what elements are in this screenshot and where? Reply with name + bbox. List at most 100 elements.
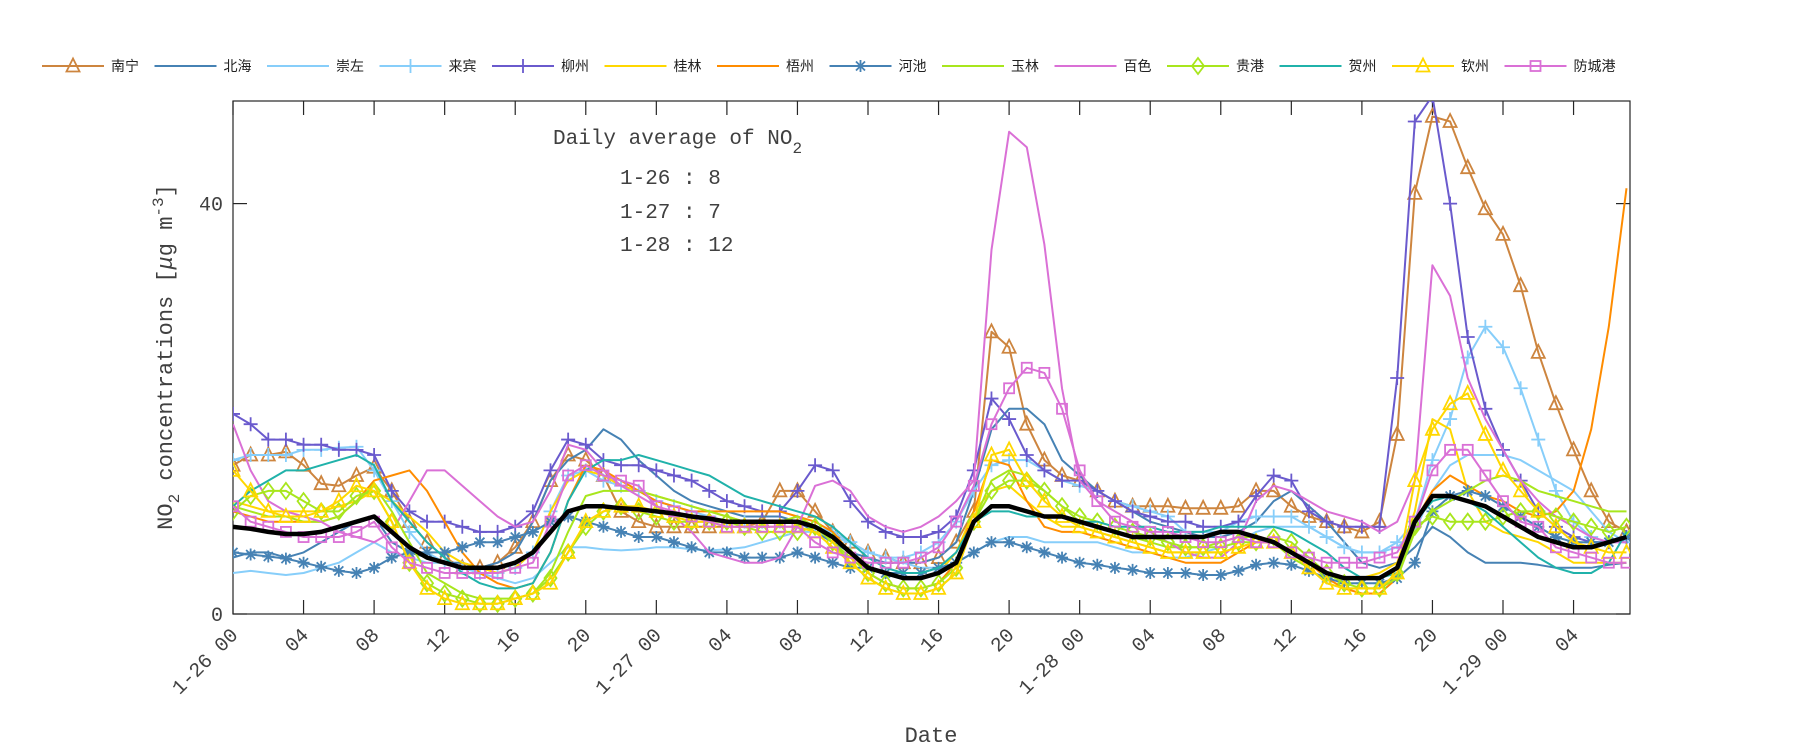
legend-item-贺州: 贺州 [1279, 59, 1377, 75]
star-marker [421, 546, 434, 559]
star-marker [632, 531, 645, 544]
x-tick-label: 12 [846, 625, 879, 658]
star-marker [1302, 564, 1315, 577]
triangle-marker [1442, 394, 1459, 411]
legend-label: 钦州 [1461, 59, 1489, 75]
plus-marker [1460, 329, 1475, 344]
triangle-marker [419, 578, 435, 595]
triangle-marker [1195, 542, 1212, 559]
plus-marker [913, 530, 928, 545]
legend-item-百色: 百色 [1054, 58, 1152, 75]
annotation-line-1-26: 1-26 : 8 [620, 168, 721, 191]
x-tick-label: 20 [987, 625, 1020, 658]
star-marker [1020, 541, 1033, 554]
diamond-marker [896, 578, 911, 598]
triangle-marker [860, 568, 876, 585]
plus-marker [278, 432, 293, 447]
plus-marker [1178, 514, 1193, 529]
legend-item-梧州: 梧州 [717, 59, 814, 75]
plus-marker [261, 432, 276, 447]
triangle-marker [948, 563, 965, 580]
diamond-marker [1072, 507, 1087, 527]
diamond-marker [1231, 532, 1246, 552]
diamond-marker [1125, 522, 1140, 542]
diamond-marker [984, 481, 999, 501]
star-marker [1479, 490, 1492, 503]
x-tick-label: 16 [493, 625, 526, 658]
triangle-marker [1600, 512, 1617, 529]
triangle-marker [1089, 522, 1106, 539]
series-钦州 [233, 383, 1630, 611]
square-marker [385, 541, 398, 554]
diamond-marker [1460, 512, 1475, 532]
star-marker [244, 548, 257, 561]
triangle-marker [1389, 424, 1406, 441]
star-marker [1267, 556, 1280, 569]
x-tick-label: 12 [422, 625, 455, 658]
diamond-marker [490, 594, 505, 614]
legend-item-防城港: 防城港 [1504, 59, 1616, 75]
legend-item-北海: 北海 [154, 59, 252, 75]
triangle-marker [630, 512, 647, 529]
plus-marker [684, 473, 699, 488]
triangle-marker [1071, 517, 1088, 534]
star-marker [1144, 566, 1157, 579]
plus-marker [1337, 540, 1352, 555]
square-marker [1003, 382, 1016, 395]
legend-label: 防城港 [1574, 59, 1616, 75]
square-marker [826, 546, 839, 559]
diamond-marker [419, 573, 435, 593]
legend-label: 桂林 [674, 59, 702, 75]
triangle-marker [1159, 542, 1176, 559]
plus-marker [1125, 504, 1140, 519]
triangle-marker [295, 507, 312, 523]
triangle-marker [330, 491, 347, 508]
series-line [233, 130, 1627, 564]
triangle-marker [260, 501, 277, 518]
legend-item-南宁: 南宁 [42, 56, 139, 75]
diamond-marker [1143, 527, 1158, 547]
square-marker [897, 556, 910, 569]
star-marker [403, 546, 416, 559]
x-tick-label: 20 [563, 625, 596, 658]
triangle-marker [1230, 537, 1247, 554]
x-tick-label: 16 [1340, 625, 1373, 658]
plus-marker [1513, 381, 1528, 396]
diamond-marker [1478, 512, 1493, 532]
diamond-marker [561, 542, 576, 562]
plus-marker [1531, 432, 1546, 447]
legend-item-柳州: 柳州 [492, 58, 589, 75]
triangle-marker [1477, 424, 1494, 441]
star-marker [509, 531, 522, 544]
square-marker [915, 551, 927, 564]
annotation-line-1-27: 1-27 : 7 [620, 202, 721, 225]
diamond-marker [737, 517, 752, 537]
plus-marker [1301, 504, 1316, 519]
plus-marker [666, 468, 681, 483]
square-marker [1109, 515, 1121, 528]
x-tick-label: 04 [1551, 625, 1584, 658]
star-marker [297, 556, 310, 569]
triangle-marker [1495, 460, 1511, 477]
plus-marker [543, 463, 558, 478]
plus-marker [1284, 509, 1299, 524]
plus-marker [1055, 473, 1070, 488]
star-marker [826, 556, 839, 569]
annotation-line-1-28: 1-28 : 12 [620, 235, 733, 258]
x-tick-label: 08 [1198, 625, 1231, 658]
diamond-marker [1019, 471, 1034, 491]
triangle-marker [1406, 183, 1423, 200]
plus-marker [1266, 468, 1281, 483]
plus-marker [296, 437, 311, 452]
plus-marker [649, 463, 664, 478]
plus-marker [1319, 514, 1334, 529]
triangle-marker [1336, 578, 1353, 595]
plus-marker [402, 524, 417, 539]
legend-label: 玉林 [1011, 59, 1039, 75]
series-贺州 [233, 454, 1628, 590]
star-marker [685, 541, 698, 554]
plus-marker [367, 447, 382, 462]
plus-marker [825, 463, 840, 478]
diamond-marker [1160, 532, 1175, 552]
